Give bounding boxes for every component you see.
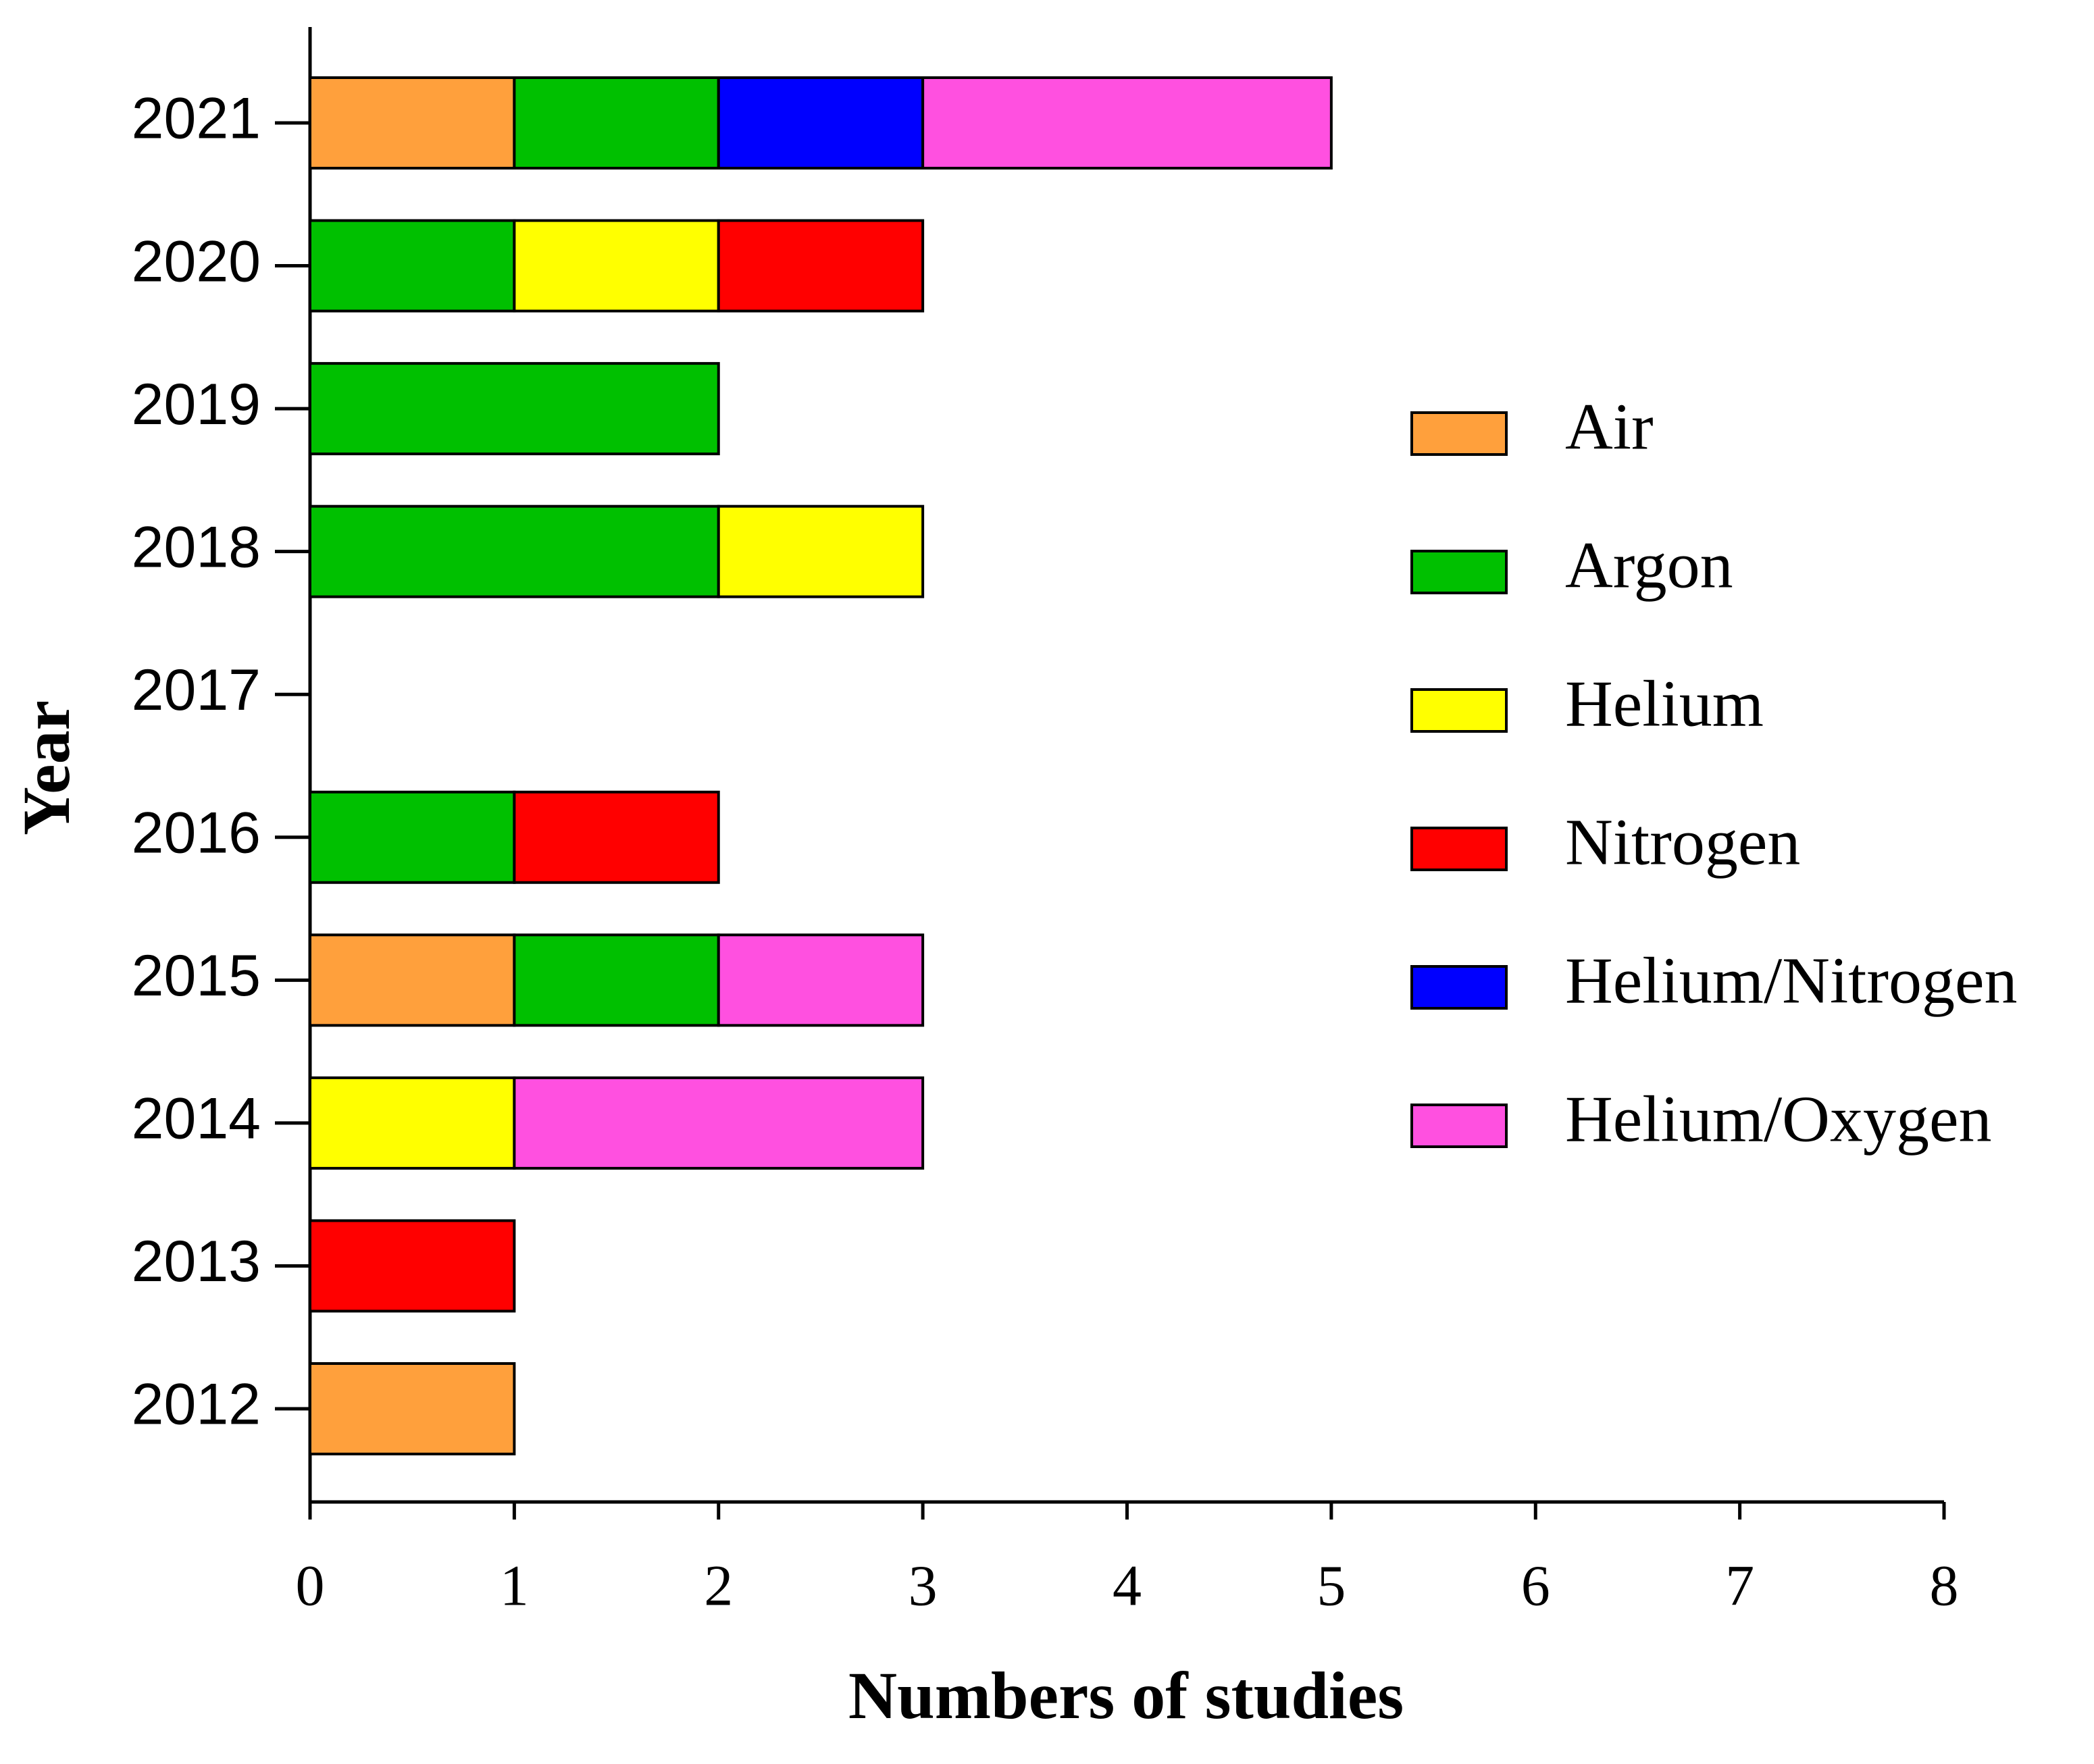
bar-segment (717, 504, 925, 598)
bar-segment (309, 1219, 516, 1313)
y-tick-label: 2017 (132, 658, 261, 723)
bar-segment (717, 933, 925, 1027)
bar-segment (513, 790, 720, 884)
y-tick-label: 2012 (132, 1372, 261, 1437)
x-tick-label: 4 (1113, 1553, 1142, 1618)
x-tick-label: 6 (1521, 1553, 1550, 1618)
y-tick-label: 2021 (132, 86, 261, 151)
x-tick-label: 8 (1930, 1553, 1959, 1618)
x-tick-label: 2 (704, 1553, 733, 1618)
y-tick-label: 2016 (132, 800, 261, 865)
legend-label: Helium (1565, 667, 1764, 740)
y-tick-label: 2019 (132, 372, 261, 437)
bar-segment (309, 933, 516, 1027)
legend-label: Nitrogen (1565, 806, 1800, 879)
legend-swatch (1410, 550, 1508, 594)
legend-swatch (1410, 827, 1508, 871)
x-tick-label: 7 (1725, 1553, 1754, 1618)
legend-label: Helium/Nitrogen (1565, 944, 2018, 1017)
y-tick-label: 2014 (132, 1087, 261, 1151)
legend-swatch (1410, 411, 1508, 456)
legend-swatch (1410, 688, 1508, 733)
bar-segment (513, 1076, 925, 1170)
bar-segment (309, 1076, 516, 1170)
bar-segment (921, 76, 1333, 170)
y-axis-title: Year (9, 700, 84, 835)
bar-segment (309, 219, 516, 313)
x-tick-label: 1 (500, 1553, 529, 1618)
x-axis-title: Numbers of studies (848, 1658, 1404, 1733)
legend-label: Helium/Oxygen (1565, 1083, 1991, 1156)
y-tick-label: 2013 (132, 1229, 261, 1294)
bar-segment (513, 219, 720, 313)
bar-segment (309, 1362, 516, 1455)
legend-label: Air (1565, 390, 1654, 463)
y-tick-label: 2018 (132, 515, 261, 579)
bar-segment (309, 362, 720, 456)
y-tick-label: 2020 (132, 229, 261, 294)
y-tick-label: 2015 (132, 943, 261, 1008)
bar-segment (309, 76, 516, 170)
bar-segment (513, 933, 720, 1027)
bar-segment (717, 76, 925, 170)
x-tick-label: 5 (1317, 1553, 1346, 1618)
legend-swatch (1410, 1104, 1508, 1148)
x-tick-label: 3 (909, 1553, 938, 1618)
bar-segment (309, 790, 516, 884)
bar-segment (513, 76, 720, 170)
bar-segment (309, 504, 720, 598)
legend-swatch (1410, 965, 1508, 1010)
x-tick-label: 0 (296, 1553, 325, 1618)
legend-label: Argon (1565, 529, 1733, 602)
bar-segment (717, 219, 925, 313)
